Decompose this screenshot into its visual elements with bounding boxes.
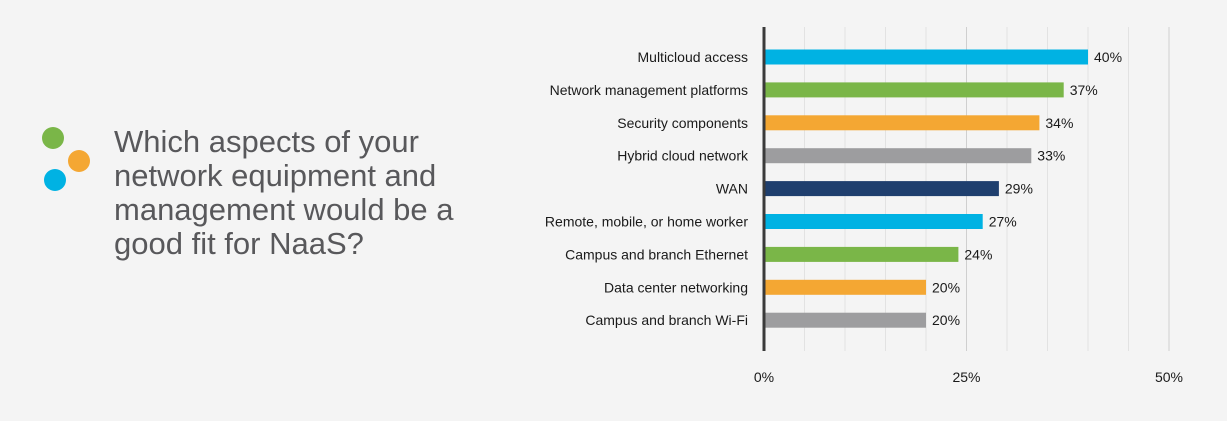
blue-dot-icon <box>44 169 66 191</box>
value-label: 29% <box>1005 181 1033 197</box>
value-label: 20% <box>932 279 960 295</box>
green-dot-icon <box>42 127 64 149</box>
orange-dot-icon <box>68 150 90 172</box>
decorative-dots-icon <box>40 127 92 193</box>
category-label: WAN <box>716 181 748 197</box>
value-label: 24% <box>964 246 992 262</box>
bar <box>764 115 1040 131</box>
value-label: 20% <box>932 312 960 328</box>
category-label: Hybrid cloud network <box>617 148 749 164</box>
value-label: 34% <box>1045 115 1073 131</box>
value-label: 27% <box>989 214 1017 230</box>
chart-bars: Multicloud access 40% Network management p… <box>545 49 1122 328</box>
bar <box>764 148 1032 164</box>
bar <box>764 181 999 197</box>
bar <box>764 49 1088 65</box>
value-label: 40% <box>1094 49 1122 65</box>
value-label: 37% <box>1070 82 1098 98</box>
category-label: Multicloud access <box>638 49 749 65</box>
category-label: Network management platforms <box>550 82 748 98</box>
value-label: 33% <box>1037 148 1065 164</box>
chart-axis: 0% 25% 50% <box>754 27 1183 385</box>
category-label: Remote, mobile, or home worker <box>545 214 748 230</box>
bar <box>764 246 959 262</box>
bar <box>764 312 926 328</box>
x-tick-label: 50% <box>1155 369 1183 385</box>
bar <box>764 82 1064 98</box>
x-tick-label: 0% <box>754 369 774 385</box>
category-label: Security components <box>617 115 748 131</box>
category-label: Data center networking <box>604 279 748 295</box>
category-label: Campus and branch Ethernet <box>565 246 748 262</box>
bar <box>764 279 926 295</box>
category-label: Campus and branch Wi-Fi <box>585 312 748 328</box>
x-tick-label: 25% <box>952 369 980 385</box>
question-heading: Which aspects of your network equipment … <box>114 124 454 261</box>
bar <box>764 214 983 229</box>
